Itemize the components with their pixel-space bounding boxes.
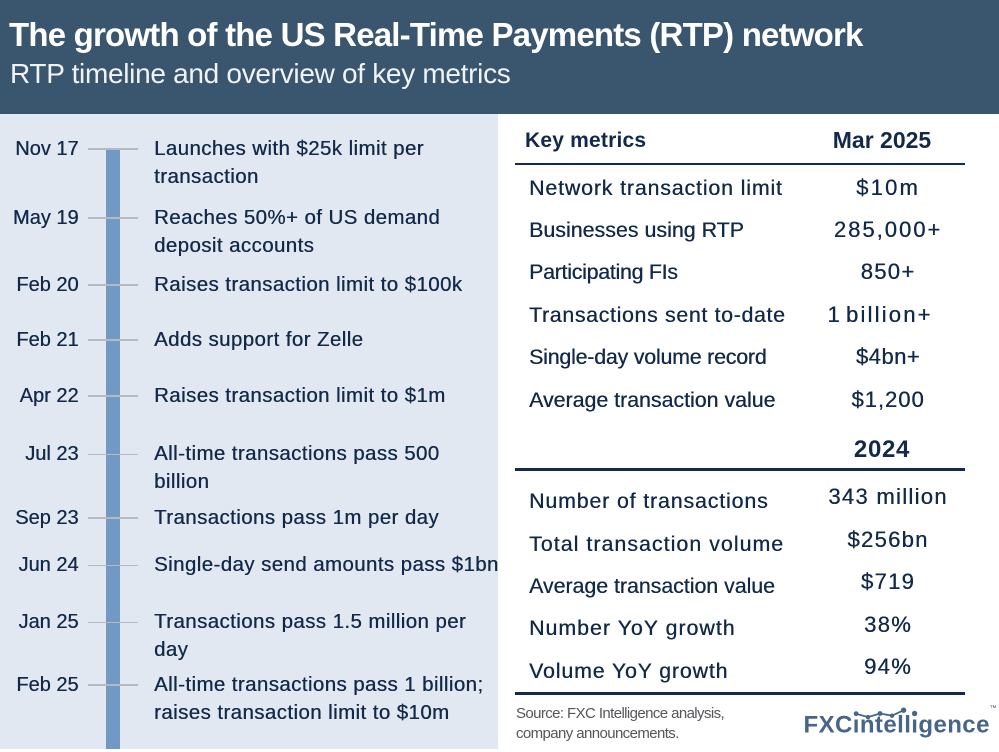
svg-text:™: ™	[990, 705, 997, 712]
svg-text:FXCıntellıgence: FXCıntellıgence	[804, 712, 990, 739]
